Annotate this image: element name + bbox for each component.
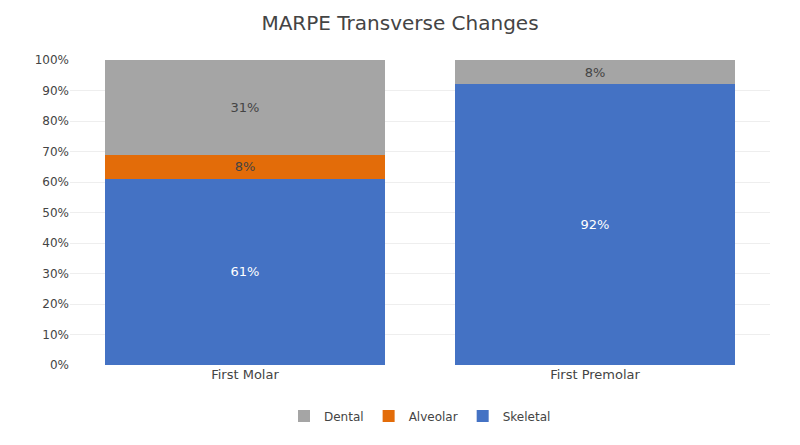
svg-text:60%: 60% — [42, 175, 69, 189]
svg-text:8%: 8% — [235, 159, 256, 174]
svg-text:First Molar: First Molar — [211, 367, 279, 382]
svg-text:31%: 31% — [231, 100, 260, 115]
svg-text:40%: 40% — [42, 236, 69, 250]
svg-text:100%: 100% — [35, 53, 69, 67]
svg-text:61%: 61% — [231, 264, 260, 279]
svg-text:First Premolar: First Premolar — [550, 367, 640, 382]
svg-text:30%: 30% — [42, 267, 69, 281]
svg-text:20%: 20% — [42, 297, 69, 311]
svg-text:0%: 0% — [50, 358, 69, 372]
svg-text:Alveolar: Alveolar — [409, 410, 458, 424]
svg-text:8%: 8% — [585, 65, 606, 80]
svg-text:50%: 50% — [42, 206, 69, 220]
svg-text:Dental: Dental — [324, 410, 364, 424]
svg-text:MARPE Transverse Changes: MARPE Transverse Changes — [261, 11, 538, 35]
svg-text:10%: 10% — [42, 328, 69, 342]
svg-text:80%: 80% — [42, 114, 69, 128]
svg-text:90%: 90% — [42, 84, 69, 98]
svg-text:92%: 92% — [581, 217, 610, 232]
svg-text:70%: 70% — [42, 145, 69, 159]
svg-text:Skeletal: Skeletal — [503, 410, 551, 424]
